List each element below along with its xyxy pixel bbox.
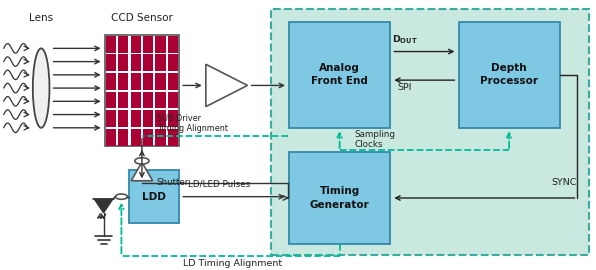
- Bar: [131, 129, 141, 146]
- Bar: [106, 92, 116, 109]
- Bar: [168, 73, 178, 90]
- Bar: [168, 110, 178, 127]
- Bar: [131, 36, 141, 53]
- Bar: [156, 110, 166, 127]
- Text: LD/LED Pulses: LD/LED Pulses: [188, 180, 250, 189]
- Bar: [156, 36, 166, 53]
- Text: Depth
Processor: Depth Processor: [480, 63, 538, 86]
- Text: LDD: LDD: [142, 192, 166, 202]
- Bar: [143, 55, 153, 71]
- Bar: [106, 55, 116, 71]
- Bar: [119, 55, 128, 71]
- Bar: [119, 73, 128, 90]
- FancyBboxPatch shape: [289, 22, 390, 128]
- Polygon shape: [95, 199, 113, 212]
- Bar: [131, 73, 141, 90]
- Polygon shape: [206, 64, 247, 107]
- Bar: [106, 129, 116, 146]
- Text: SYNC: SYNC: [551, 178, 576, 187]
- Bar: [119, 110, 128, 127]
- Text: SPI: SPI: [398, 83, 412, 92]
- Bar: [143, 92, 153, 109]
- Bar: [156, 92, 166, 109]
- Bar: [168, 55, 178, 71]
- Bar: [131, 110, 141, 127]
- Circle shape: [116, 194, 128, 199]
- FancyBboxPatch shape: [271, 9, 589, 255]
- Text: Lens: Lens: [29, 13, 53, 23]
- Text: $\mathbf{D_{OUT}}$: $\mathbf{D_{OUT}}$: [392, 34, 418, 46]
- Text: Sampling
Clocks: Sampling Clocks: [355, 130, 396, 149]
- Bar: [156, 55, 166, 71]
- Bar: [143, 73, 153, 90]
- Bar: [143, 36, 153, 53]
- Bar: [106, 73, 116, 90]
- Bar: [106, 36, 116, 53]
- FancyBboxPatch shape: [458, 22, 560, 128]
- Bar: [119, 36, 128, 53]
- Bar: [105, 35, 179, 146]
- Circle shape: [135, 158, 149, 164]
- Ellipse shape: [33, 48, 49, 128]
- Bar: [131, 55, 141, 71]
- Bar: [168, 92, 178, 109]
- Bar: [119, 129, 128, 146]
- Bar: [143, 129, 153, 146]
- FancyBboxPatch shape: [129, 170, 179, 223]
- FancyBboxPatch shape: [289, 152, 390, 244]
- Bar: [168, 36, 178, 53]
- Text: Shutter: Shutter: [157, 178, 189, 187]
- Text: Timing
Generator: Timing Generator: [310, 186, 370, 210]
- Bar: [156, 129, 166, 146]
- Bar: [131, 92, 141, 109]
- Bar: [156, 73, 166, 90]
- Text: CCD Sensor: CCD Sensor: [111, 13, 173, 23]
- Bar: [143, 110, 153, 127]
- Bar: [119, 92, 128, 109]
- Bar: [168, 129, 178, 146]
- Bar: [106, 110, 116, 127]
- Text: LD Timing Alignment: LD Timing Alignment: [183, 259, 282, 268]
- Polygon shape: [131, 162, 153, 181]
- Text: SUB Driver
Timing Alignment: SUB Driver Timing Alignment: [157, 114, 228, 133]
- Text: Analog
Front End: Analog Front End: [311, 63, 368, 86]
